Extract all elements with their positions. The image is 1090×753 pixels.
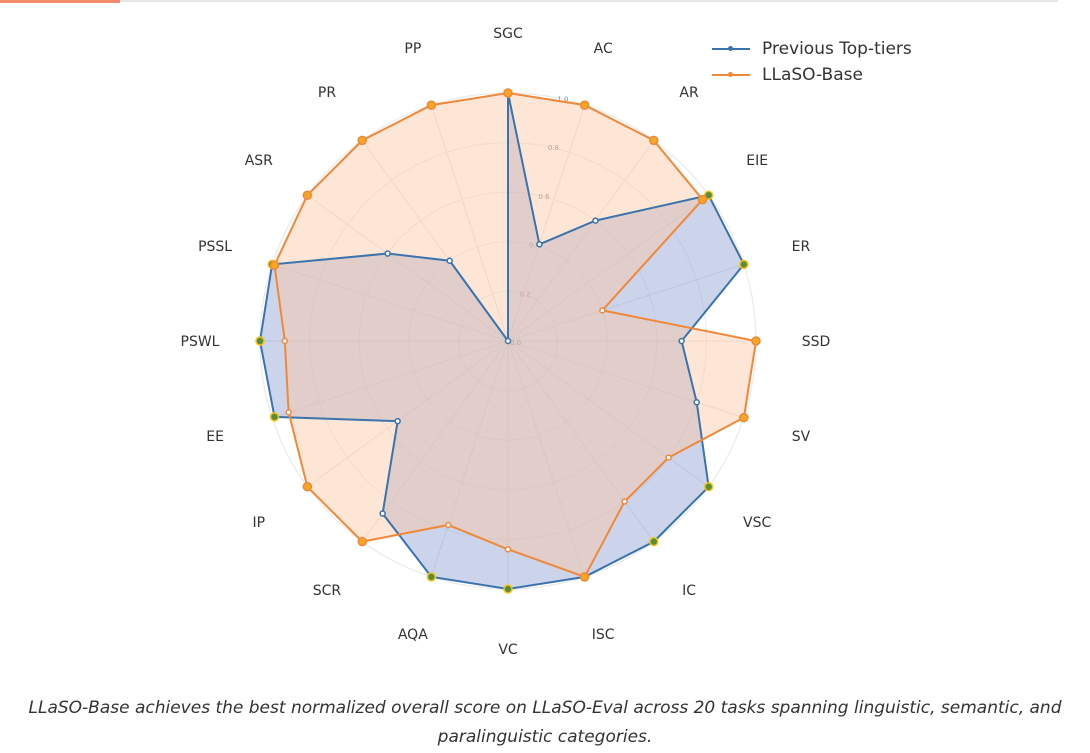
radial-tick-label: 0.6 [538, 193, 550, 201]
axis-label-vc: VC [498, 642, 518, 658]
top-accent-bar [0, 0, 120, 3]
data-point [678, 337, 685, 345]
spoke-line [271, 340, 509, 419]
data-point [269, 260, 280, 270]
axis-label-pswl: PSWL [181, 334, 220, 350]
radar-chart: SGC AC AR EIE ER SSD SV VSC IC ISC VC AQA SCR IP EE PSW… [181, 26, 831, 658]
radial-tick-label: 1.0 [557, 96, 568, 104]
spoke-line [507, 263, 745, 342]
data-point [394, 417, 401, 425]
axis-label-pp: PP [404, 41, 421, 57]
axis-label-aqa: AQA [398, 627, 428, 643]
data-point [592, 217, 599, 224]
data-point [536, 241, 543, 248]
axis-label-pssl: PSSL [198, 239, 232, 255]
data-point [281, 337, 289, 345]
spoke-line [507, 340, 745, 419]
data-point [357, 135, 367, 146]
legend-label-llaso: LLaSO-Base [762, 65, 863, 85]
data-point [426, 100, 437, 110]
spoke-line [507, 104, 586, 342]
radial-tick-label: 0.2 [519, 290, 530, 298]
axis-label-sgc: SGC [493, 26, 523, 42]
axis-label-ac: AC [594, 41, 613, 57]
data-point [697, 194, 708, 205]
data-point [384, 250, 391, 257]
axis-label-sv: SV [792, 429, 811, 445]
spoke-line [507, 140, 655, 342]
data-point [379, 510, 386, 517]
legend-swatch-llaso [712, 70, 750, 80]
data-point [739, 412, 749, 423]
axis-label-ar: AR [679, 85, 699, 101]
data-point [503, 88, 513, 98]
spoke-line [307, 194, 509, 342]
radial-tick-label: 0.8 [548, 144, 559, 152]
data-point [703, 482, 714, 492]
spoke-line [361, 340, 509, 542]
spoke-line [271, 263, 509, 342]
data-point [446, 257, 453, 264]
data-point [599, 307, 606, 314]
data-point [504, 337, 512, 345]
data-point [621, 498, 628, 505]
data-point [579, 572, 590, 582]
data-point [751, 336, 761, 346]
axis-label-eie: EIE [746, 153, 768, 169]
spoke-line [507, 340, 709, 488]
series-fill-1 [274, 93, 756, 577]
spoke-line [430, 104, 509, 342]
axis-label-ic: IC [682, 583, 696, 599]
data-point [255, 336, 265, 346]
series-fill-0 [260, 93, 744, 589]
data-point [649, 135, 659, 146]
axis-label-pr: PR [318, 85, 336, 101]
data-point [503, 584, 513, 594]
radial-tick-label: 0.0 [510, 339, 521, 347]
data-point [504, 546, 512, 553]
data-point [693, 399, 700, 406]
axis-label-asr: ASR [245, 153, 273, 169]
axis-label-scr: SCR [313, 583, 342, 599]
axis-label-ee: EE [206, 429, 224, 445]
data-point [269, 412, 280, 422]
axis-label-isc: ISC [592, 627, 615, 643]
chart-legend: Previous Top-tiers LLaSO-Base [712, 36, 912, 88]
data-point [302, 190, 313, 200]
axis-label-er: ER [792, 239, 811, 255]
spoke-line [507, 340, 586, 578]
data-point [579, 100, 590, 110]
axis-label-vsc: VSC [743, 515, 771, 531]
spoke-line [307, 340, 509, 488]
spoke-line [507, 340, 655, 542]
data-point [649, 536, 659, 547]
axis-label-ip: IP [253, 515, 266, 531]
spoke-line [430, 340, 509, 578]
data-point [357, 536, 367, 547]
data-point [285, 409, 292, 416]
data-point [665, 454, 672, 461]
top-divider [0, 0, 1058, 2]
data-point [444, 521, 452, 529]
legend-item-previous: Previous Top-tiers [712, 36, 912, 62]
data-point [302, 482, 313, 492]
axis-label-ssd: SSD [802, 334, 831, 350]
legend-swatch-previous [712, 44, 750, 54]
data-point [739, 259, 749, 270]
legend-item-llaso: LLaSO-Base [712, 62, 912, 88]
data-point [426, 572, 437, 582]
legend-label-previous: Previous Top-tiers [762, 39, 912, 59]
figure-caption: LLaSO-Base achieves the best normalized … [28, 698, 1062, 747]
radial-tick-label: 0.4 [529, 242, 541, 250]
spoke-line [507, 194, 709, 342]
